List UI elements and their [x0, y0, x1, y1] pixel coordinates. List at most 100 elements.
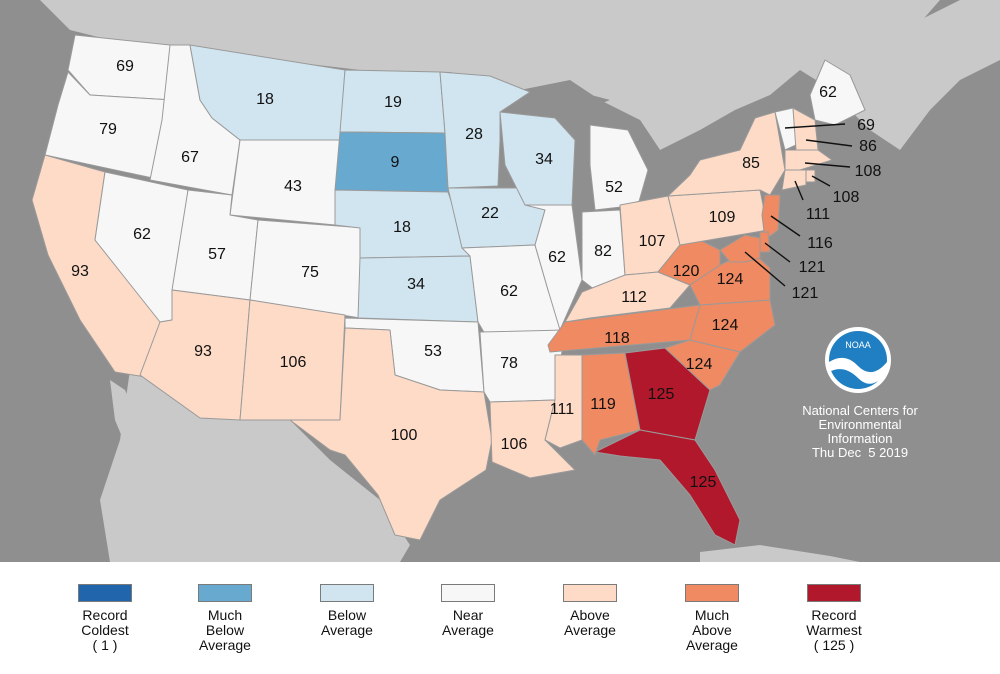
legend-item-much-above: Much Above Average	[652, 584, 772, 653]
rank-label-ct: 111	[806, 206, 830, 223]
rank-label-ia: 22	[481, 205, 499, 222]
legend-text: Record	[811, 607, 857, 623]
lake-erie	[628, 175, 690, 203]
legend-text: Near	[452, 607, 484, 623]
legend-label: Near Average	[408, 608, 528, 638]
legend-text: ( 1 )	[92, 637, 118, 653]
canada-landmass	[40, 0, 1000, 150]
state-ga	[624, 347, 711, 441]
state-il	[524, 204, 583, 331]
rank-label-wv: 120	[673, 263, 700, 280]
legend-label: Much Below Average	[165, 608, 285, 653]
credit-line-1: National Centers for	[802, 403, 918, 418]
legend-item-near: Near Average	[408, 584, 528, 638]
rank-label-nc: 124	[712, 317, 739, 334]
legend-text: ( 125 )	[813, 637, 855, 653]
rank-label-ok: 53	[424, 343, 442, 360]
rank-label-ut: 57	[208, 246, 226, 263]
rank-label-va: 124	[717, 271, 744, 288]
legend-item-above: Above Average	[530, 584, 650, 638]
mexico-landmass	[100, 370, 410, 562]
legend-item-record-warmest: Record Warmest ( 125 )	[774, 584, 894, 653]
rank-label-mo: 62	[500, 283, 518, 300]
rank-label-ks: 34	[407, 276, 425, 293]
legend-text: Average	[199, 637, 251, 653]
legend-label: Much Above Average	[652, 608, 772, 653]
rank-label-la: 106	[501, 436, 528, 453]
rank-label-oh: 107	[639, 233, 666, 250]
noaa-logo-text: NOAA	[845, 340, 871, 350]
legend-text: Average	[442, 622, 494, 638]
state-md	[719, 234, 761, 263]
legend-text: Below	[205, 622, 245, 638]
state-ri	[805, 169, 816, 183]
rank-label-ms: 111	[550, 401, 574, 418]
legend-text: Above	[570, 607, 610, 623]
map-panel: 69 79 93 67 62 18 43 57 93 75 106 19 9 18 34 53 100 28 22 6…	[0, 0, 1000, 562]
legend-swatch	[563, 584, 617, 602]
legend-item-below: Below Average	[287, 584, 407, 638]
rank-label-wi: 34	[535, 151, 553, 168]
legend-swatch	[685, 584, 739, 602]
rank-label-sd: 9	[391, 154, 400, 171]
legend-label: Record Coldest ( 1 )	[45, 608, 165, 653]
state-ct	[781, 169, 807, 191]
canada-maritimes	[840, 0, 1000, 150]
rank-label-nh: 86	[859, 138, 877, 155]
rank-label-nd: 19	[384, 94, 402, 111]
leader-line-ct	[794, 180, 804, 201]
state-nj	[761, 194, 781, 241]
rank-labels: 69 79 93 67 62 18 43 57 93 75 106 19 9 18 34 53 100 28 22 6…	[71, 58, 881, 491]
legend-swatch	[320, 584, 374, 602]
legend-text: Above	[692, 622, 732, 638]
legend-text: Much	[694, 607, 730, 623]
credit-line-2: Environmental	[818, 417, 902, 432]
rank-label-md: 121	[792, 285, 819, 302]
leader-lines	[744, 123, 853, 287]
state-nc	[689, 299, 776, 353]
rank-label-al: 119	[590, 396, 616, 413]
rank-label-ga: 125	[648, 386, 675, 403]
leader-line-ma	[804, 162, 851, 168]
state-tx	[289, 327, 493, 541]
legend-text: Warmest	[806, 622, 862, 638]
rank-label-wy: 43	[284, 178, 302, 195]
rank-label-nm: 106	[280, 354, 307, 371]
leader-line-nj	[770, 215, 801, 237]
rank-label-ma: 108	[855, 163, 882, 180]
rank-label-tx: 100	[391, 427, 418, 444]
lake-michigan	[575, 118, 594, 195]
legend-label: Record Warmest ( 125 )	[774, 608, 894, 653]
rank-label-tn: 118	[604, 330, 630, 347]
state-sc	[664, 339, 741, 391]
state-fl	[594, 429, 741, 546]
rank-label-me: 62	[819, 84, 837, 101]
rank-label-in: 82	[594, 243, 612, 260]
state-ny	[667, 111, 786, 197]
rank-label-sc: 124	[686, 356, 713, 373]
rank-label-mt: 18	[256, 91, 274, 108]
legend-label: Above Average	[530, 608, 650, 638]
leader-line-nh	[805, 139, 853, 147]
rank-label-id: 67	[181, 149, 199, 166]
rank-label-fl: 125	[690, 474, 717, 491]
legend-item-much-below: Much Below Average	[165, 584, 285, 653]
legend-swatch	[441, 584, 495, 602]
rank-label-wa: 69	[116, 58, 134, 75]
state-de	[759, 231, 771, 253]
states-layer	[31, 34, 866, 546]
credit-date: Thu Dec 5 2019	[811, 445, 909, 460]
legend: Record Coldest ( 1 ) Much Below Average …	[0, 562, 1000, 674]
legend-swatch	[78, 584, 132, 602]
rank-label-nj: 116	[807, 235, 833, 252]
leader-line-vt	[784, 123, 846, 129]
state-mn	[439, 71, 531, 189]
legend-text: Below	[327, 607, 367, 623]
rank-label-ny: 85	[742, 155, 760, 172]
legend-text: Much	[207, 607, 243, 623]
credit-line-3: Information	[827, 431, 893, 446]
rank-label-pa: 109	[709, 209, 736, 226]
legend-text: Coldest	[81, 622, 129, 638]
rank-label-mi: 52	[605, 179, 623, 196]
legend-text: Average	[686, 637, 738, 653]
